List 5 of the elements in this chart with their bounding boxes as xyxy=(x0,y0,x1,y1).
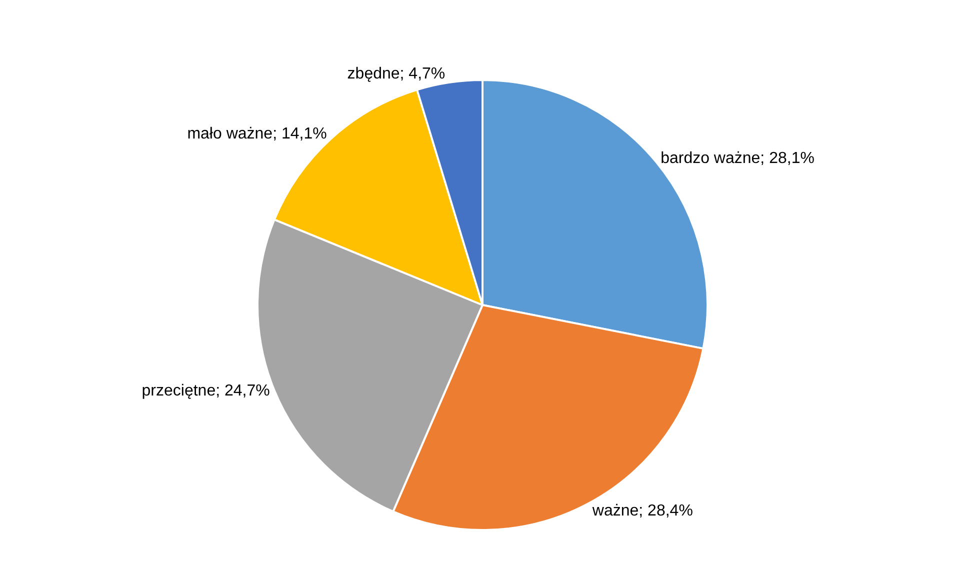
slice-label: przeciętne; 24,7% xyxy=(142,382,270,400)
slice-label: mało ważne; 14,1% xyxy=(187,125,327,142)
slice-label: bardzo ważne; 28,1% xyxy=(660,150,814,168)
slice-label: ważne; 28,4% xyxy=(591,502,693,520)
slice-label: zbędne; 4,7% xyxy=(347,66,446,83)
